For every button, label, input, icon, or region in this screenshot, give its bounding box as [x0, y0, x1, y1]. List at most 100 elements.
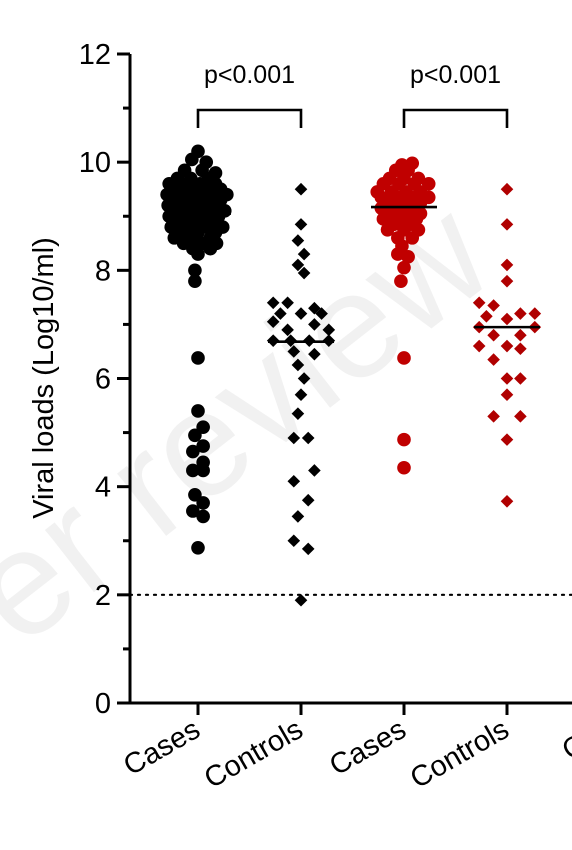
data-point — [500, 339, 514, 353]
data-point — [301, 431, 315, 445]
x-category-label: Cases — [324, 713, 411, 782]
data-point — [500, 388, 514, 402]
x-category-label: Cas — [557, 713, 572, 767]
data-point — [291, 234, 305, 247]
y-tick-label: 6 — [95, 364, 111, 396]
data-point — [322, 323, 336, 337]
data-point — [294, 182, 308, 196]
data-point — [287, 345, 301, 358]
data-point — [500, 274, 514, 288]
y-tick-label: 8 — [95, 255, 111, 287]
data-point — [266, 296, 280, 310]
data-point — [487, 410, 500, 423]
y-tick-label: 2 — [95, 580, 111, 612]
data-point — [500, 182, 514, 196]
data-point — [391, 247, 405, 261]
data-point — [274, 307, 287, 320]
data-point — [301, 542, 315, 556]
p-value-label: p<0.001 — [204, 61, 295, 89]
data-point — [376, 212, 391, 226]
data-point — [301, 493, 315, 507]
data-point — [191, 351, 205, 365]
data-point — [397, 351, 411, 365]
data-point — [196, 439, 210, 453]
data-point — [397, 260, 411, 275]
data-point — [297, 247, 311, 261]
p-value-label: p<0.001 — [410, 61, 501, 89]
data-point — [287, 534, 301, 548]
data-point — [287, 431, 301, 445]
data-point — [185, 152, 199, 167]
data-point — [196, 496, 210, 510]
data-point — [291, 510, 305, 523]
data-point — [186, 504, 200, 518]
data-point — [500, 258, 514, 272]
data-point — [528, 307, 542, 320]
data-point — [186, 444, 200, 459]
data-point — [291, 407, 305, 420]
significance-bracket — [402, 108, 509, 128]
data-point — [514, 342, 527, 356]
data-point — [514, 410, 527, 423]
data-point — [191, 247, 205, 261]
significance-bracket — [196, 108, 303, 128]
data-point — [308, 318, 321, 331]
y-tick-label: 4 — [95, 472, 111, 504]
data-point — [188, 263, 202, 278]
data-point — [487, 353, 500, 366]
data-point — [287, 474, 301, 488]
data-point — [308, 301, 321, 315]
data-point — [308, 464, 321, 477]
data-point — [394, 274, 408, 288]
data-point — [500, 494, 514, 508]
data-point — [514, 328, 527, 342]
data-point — [500, 433, 514, 446]
data-point — [500, 312, 514, 326]
data-point — [397, 460, 411, 475]
data-point — [203, 241, 218, 256]
data-point — [514, 372, 527, 385]
data-point — [500, 218, 514, 231]
data-point — [315, 307, 328, 320]
x-category-label: Controls — [405, 713, 515, 795]
data-point — [294, 218, 308, 231]
data-point — [196, 509, 210, 524]
data-point — [297, 266, 311, 280]
y-axis-label: Viral loads (Log10/ml) — [28, 237, 60, 519]
y-tick-label: 12 — [79, 39, 111, 71]
data-point — [500, 372, 514, 385]
data-points — [160, 144, 542, 607]
data-point — [514, 307, 527, 320]
data-point — [397, 432, 411, 447]
data-point — [266, 315, 280, 329]
data-point — [294, 307, 308, 320]
data-point — [487, 328, 500, 342]
data-point — [281, 296, 294, 310]
data-point — [487, 299, 500, 312]
watermark-text: er review — [0, 168, 520, 675]
data-point — [191, 404, 205, 418]
data-point — [188, 274, 202, 288]
data-point — [188, 428, 202, 443]
data-point — [405, 231, 420, 245]
data-point — [294, 388, 308, 402]
median-lines — [165, 205, 540, 344]
data-point — [281, 323, 294, 337]
significance-brackets: p<0.001 p<0.001 — [196, 61, 509, 128]
data-point — [480, 310, 493, 323]
x-category-label: Controls — [199, 713, 309, 795]
data-point — [308, 347, 321, 361]
data-point — [294, 593, 308, 607]
x-category-label: Cases — [118, 713, 205, 782]
data-point — [472, 339, 486, 353]
data-point — [472, 296, 486, 310]
data-point — [191, 540, 205, 555]
data-point — [401, 250, 415, 264]
data-point — [196, 463, 210, 478]
data-point — [186, 463, 200, 478]
data-point — [297, 372, 311, 385]
y-tick-label: 10 — [79, 147, 111, 179]
y-tick-label: 0 — [95, 688, 111, 720]
data-point — [291, 258, 305, 272]
